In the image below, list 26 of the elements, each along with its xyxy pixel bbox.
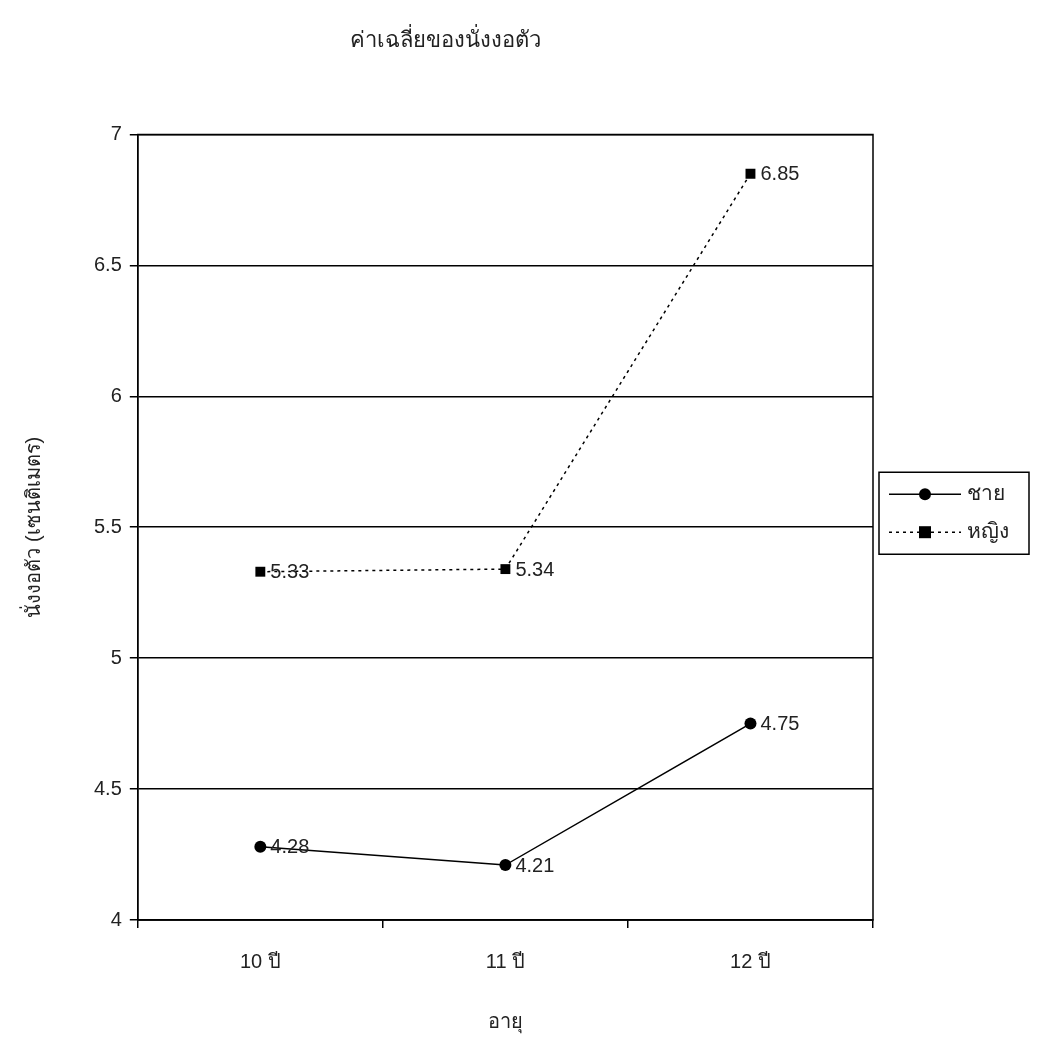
x-tick-label: 12 ปี [730, 949, 771, 972]
data-label: 4.21 [515, 853, 555, 876]
data-label: 5.34 [515, 557, 555, 580]
data-label: 5.33 [270, 560, 310, 583]
point [744, 717, 757, 730]
y-axis-title: นั่งงอตัว (เซนติเมตร) [18, 436, 44, 618]
x-axis-title: อายุ [487, 1009, 523, 1034]
point [745, 168, 756, 179]
legend-label: หญิง [967, 519, 1009, 543]
point [255, 566, 266, 577]
y-tick-label: 5.5 [93, 514, 122, 537]
point [254, 840, 267, 853]
y-tick-label: 4 [110, 907, 122, 930]
y-tick-label: 7 [110, 121, 122, 144]
chart-title: ค่าเฉลี่ยของนั่งงอตัว [350, 24, 541, 53]
data-label: 6.85 [760, 162, 800, 185]
y-tick-label: 6 [110, 383, 122, 406]
legend-label: ชาย [967, 481, 1005, 504]
y-tick-label: 6.5 [93, 252, 122, 275]
data-label: 4.75 [760, 712, 800, 735]
point [500, 564, 511, 575]
x-tick-label: 11 ปี [485, 949, 526, 972]
x-tick-label: 10 ปี [239, 949, 281, 972]
point [499, 859, 512, 872]
y-tick-label: 4.5 [93, 776, 122, 799]
y-tick-label: 5 [110, 645, 122, 668]
